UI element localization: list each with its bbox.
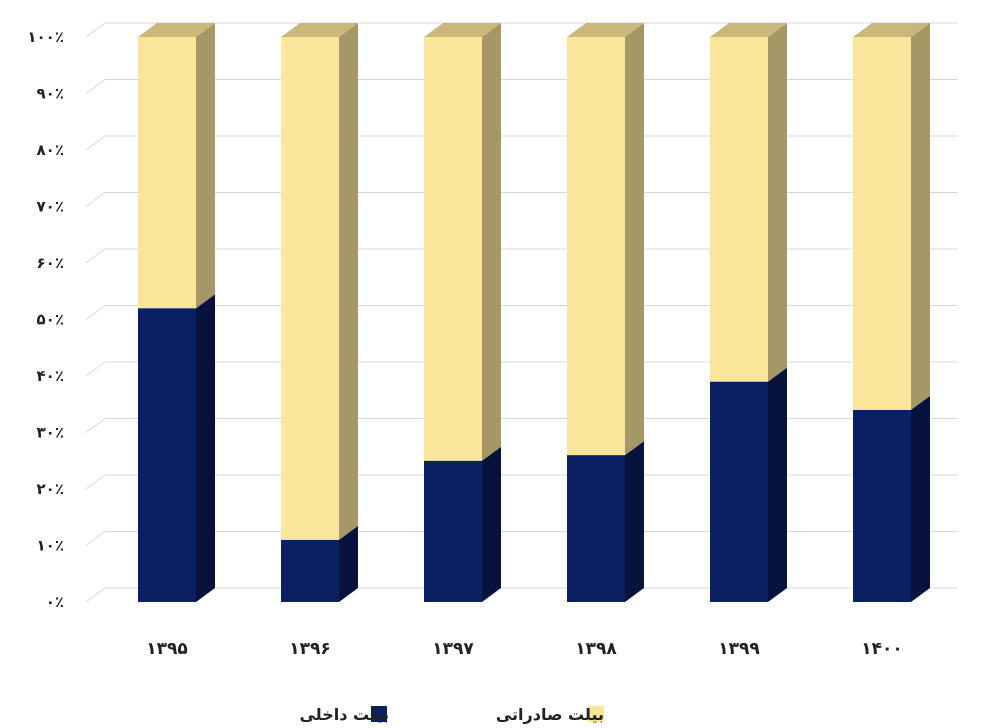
gridline-depth: [85, 135, 106, 151]
bar-segment: [424, 23, 501, 461]
bar-segment: [424, 446, 501, 602]
legend-label: بیلت داخلی: [299, 705, 389, 724]
bar-front: [424, 460, 482, 602]
bar-segment: [853, 23, 930, 410]
bar-segment: [710, 23, 787, 382]
bar-segment: [281, 23, 358, 540]
bar-side: [196, 294, 215, 602]
y-tick-label: ۷۰٪: [37, 198, 64, 216]
bar-top: [138, 23, 215, 37]
bar-top: [281, 23, 358, 37]
bar-front: [281, 37, 339, 540]
bar-segment: [853, 395, 930, 602]
bar-side: [196, 23, 215, 309]
gridline-depth: [85, 192, 106, 207]
gridline-depth: [85, 587, 106, 603]
bar-front: [853, 409, 911, 602]
bar-top: [567, 23, 644, 37]
gridline-depth: [85, 474, 106, 490]
bar-front: [710, 37, 768, 382]
bar-side: [768, 367, 787, 602]
y-tick-label: ۳۰٪: [37, 424, 64, 442]
x-axis-ticks: ۱۳۹۵ ۱۳۹۶ ۱۳۹۷ ۱۳۹۸ ۱۳۹۹ ۱۴۰۰: [146, 639, 903, 659]
bar-front: [138, 37, 196, 309]
legend-item: بیلت داخلی: [299, 705, 389, 724]
legend: بیلت داخلی بیلت صادراتی: [299, 705, 604, 724]
gridline-depth: [85, 305, 106, 320]
y-tick-label: ۸۰٪: [37, 141, 64, 159]
x-tick-label: ۱۳۹۵: [146, 639, 188, 659]
y-axis-ticks: ۰٪ ۱۰٪ ۲۰٪ ۳۰٪ ۴۰٪ ۵۰٪ ۶۰٪ ۷۰٪ ۸۰٪ ۹۰٪ ۱۰۰٪: [27, 28, 64, 611]
bar-segment: [567, 441, 644, 602]
bar-segment: [281, 525, 358, 602]
x-tick-label: ۱۳۹۹: [718, 639, 760, 659]
bar-front: [281, 539, 339, 602]
y-tick-label: ۵۰٪: [37, 311, 64, 329]
bar-segment: [710, 367, 787, 602]
bar-top: [710, 23, 787, 37]
legend-swatch: [371, 706, 387, 722]
bar-front: [567, 455, 625, 602]
y-tick-label: ۱۰۰٪: [27, 28, 64, 46]
bar-segment: [567, 23, 644, 456]
bar-front: [710, 381, 768, 602]
bar-segment: [138, 23, 215, 309]
bar-side: [768, 23, 787, 382]
bar-side: [625, 441, 644, 602]
gridline-depth: [85, 22, 106, 38]
bar-side: [911, 23, 930, 410]
bar-segment: [138, 294, 215, 602]
x-tick-label: ۱۳۹۸: [575, 639, 617, 659]
bar-side: [339, 525, 358, 602]
x-tick-label: ۱۳۹۷: [432, 639, 474, 659]
gridline-depth: [85, 531, 106, 546]
legend-label: بیلت صادراتی: [496, 705, 604, 724]
bar-side: [339, 23, 358, 540]
bar-side: [482, 446, 501, 602]
bar-front: [567, 37, 625, 456]
x-tick-label: ۱۳۹۶: [289, 639, 331, 659]
legend-item: بیلت صادراتی: [496, 705, 604, 724]
bar-top: [853, 23, 930, 37]
bar-side: [482, 23, 501, 461]
bar-side: [911, 395, 930, 602]
y-tick-label: ۰٪: [46, 593, 64, 611]
bar-front: [138, 308, 196, 602]
y-tick-label: ۲۰٪: [37, 480, 64, 498]
gridline-depth: [85, 248, 106, 264]
legend-swatch: [588, 706, 604, 722]
bar-top: [424, 23, 501, 37]
gridlines: [85, 22, 958, 603]
gridline-depth: [85, 418, 106, 433]
y-tick-label: ۴۰٪: [37, 367, 64, 385]
bar-front: [424, 37, 482, 461]
gridline-depth: [85, 79, 106, 94]
gridline-depth: [85, 361, 106, 377]
bar-front: [853, 37, 911, 410]
y-tick-label: ۹۰٪: [37, 85, 64, 103]
bar-side: [625, 23, 644, 456]
bars: [138, 23, 930, 602]
x-tick-label: ۱۴۰۰: [861, 639, 903, 659]
y-tick-label: ۶۰٪: [37, 254, 64, 272]
y-tick-label: ۱۰٪: [37, 537, 64, 555]
